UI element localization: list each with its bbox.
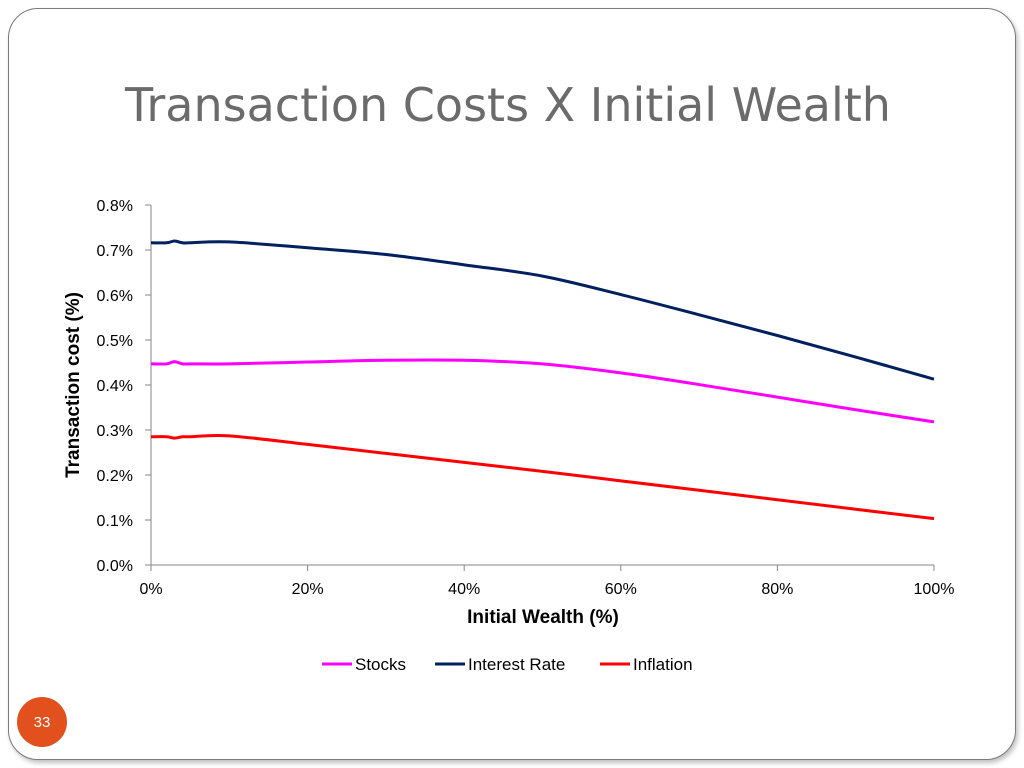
y-axis: 0.0% 0.1% 0.2% 0.3% 0.4% 0.5% 0.6% 0.7% 0.8%: [97, 198, 152, 575]
x-tick-label: 80%: [761, 581, 793, 598]
y-tick-label: 0.5%: [97, 333, 133, 350]
series-line-interest-rate: [150, 239, 935, 381]
x-tick-label: 0%: [139, 581, 162, 598]
x-tick-label: 60%: [605, 581, 637, 598]
legend-label: Interest Rate: [468, 655, 565, 674]
y-tick-label: 0.0%: [97, 558, 133, 575]
slide-title: Transaction Costs X Initial Wealth: [125, 78, 891, 132]
page-number-badge: 33: [17, 697, 67, 747]
x-tick-label: 20%: [292, 581, 324, 598]
series-line-inflation: [150, 433, 935, 521]
x-axis: 0% 20% 40% 60% 80% 100%: [139, 564, 955, 598]
y-tick-label: 0.4%: [97, 378, 133, 395]
y-tick-label: 0.6%: [97, 288, 133, 305]
y-axis-title: Transaction cost (%): [63, 292, 84, 478]
series-line-stocks: [150, 358, 935, 424]
legend-label: Stocks: [355, 655, 406, 674]
slide-frame: [8, 8, 1016, 760]
x-tick-label: 100%: [914, 581, 955, 598]
y-tick-label: 0.7%: [97, 243, 133, 260]
x-tick-label: 40%: [448, 581, 480, 598]
y-tick-label: 0.3%: [97, 423, 133, 440]
plot-lines: [150, 239, 935, 521]
y-tick-label: 0.2%: [97, 468, 133, 485]
x-axis-title: Initial Wealth (%): [467, 607, 619, 628]
chart-legend: Stocks Interest Rate Inflation: [322, 655, 693, 674]
y-tick-label: 0.1%: [97, 513, 133, 530]
y-tick-label: 0.8%: [97, 198, 133, 215]
legend-label: Inflation: [633, 655, 693, 674]
